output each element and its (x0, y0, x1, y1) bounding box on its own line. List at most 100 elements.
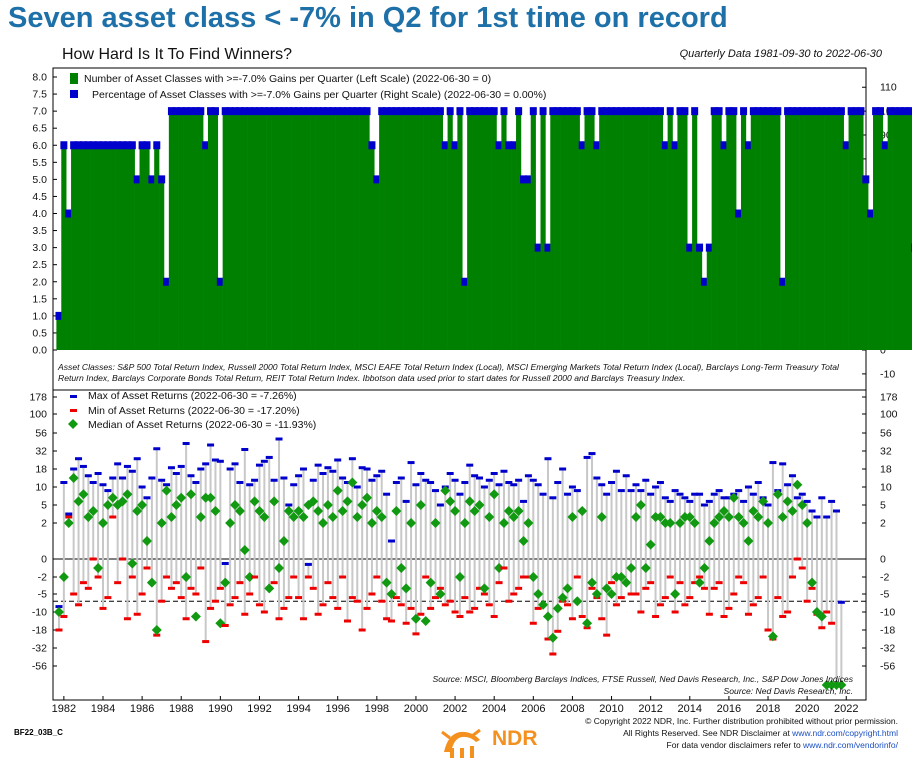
max-marker (598, 483, 606, 487)
min-marker (114, 581, 122, 585)
copyright-line: © Copyright 2022 NDR, Inc. Further distr… (585, 716, 898, 726)
min-marker (334, 606, 342, 610)
max-marker (241, 448, 249, 451)
median-marker (230, 500, 241, 510)
bottom-right-label: -32 (880, 643, 895, 655)
min-marker (221, 624, 229, 627)
percent-marker (407, 107, 415, 116)
median-marker (73, 496, 84, 507)
percent-marker (740, 107, 748, 116)
percent-marker (803, 107, 811, 116)
min-marker (573, 575, 581, 579)
percent-marker (852, 107, 860, 116)
count-bar (599, 111, 605, 350)
percent-marker (647, 107, 655, 116)
vendor-link[interactable]: www.ndr.com/vendorinfo/ (803, 740, 898, 750)
median-marker (93, 563, 104, 573)
copyright-link[interactable]: www.ndr.com/copyright.html (792, 728, 898, 738)
min-marker (603, 633, 611, 637)
left-axis-label: 7.5 (32, 89, 47, 101)
x-axis-label: 1990 (208, 703, 232, 715)
median-marker (205, 492, 216, 503)
max-marker (99, 483, 107, 487)
chart-title: How Hard Is It To Find Winners? (62, 46, 293, 63)
median-marker (283, 506, 294, 516)
vendor-line: For data vendor disclaimers refer to www… (585, 739, 899, 751)
max-marker (798, 492, 806, 496)
max-marker (568, 485, 576, 489)
min-marker (167, 586, 175, 590)
median-marker (772, 489, 783, 500)
median-marker (274, 563, 285, 573)
median-marker (161, 485, 172, 496)
count-bar (828, 111, 835, 350)
percent-marker (681, 107, 689, 116)
percent-marker (769, 107, 777, 116)
percent-marker (246, 107, 254, 116)
min-marker (172, 581, 180, 585)
max-marker (299, 467, 307, 471)
count-bar (418, 111, 424, 350)
count-bar (486, 111, 492, 350)
count-bar (579, 145, 585, 350)
left-axis-label: 0.0 (32, 345, 47, 357)
left-axis-label: 1.0 (32, 310, 47, 322)
max-marker (740, 499, 748, 503)
min-marker (436, 586, 444, 590)
percent-marker (564, 107, 572, 116)
count-bar (633, 111, 639, 350)
max-marker (275, 437, 283, 441)
median-marker (132, 506, 143, 516)
percent-marker (55, 311, 63, 320)
count-bar (833, 111, 840, 350)
count-bar (413, 111, 419, 350)
count-bar (183, 111, 189, 350)
count-bar (442, 145, 448, 350)
median-marker (347, 477, 358, 488)
count-bar (359, 111, 365, 350)
count-bar (212, 111, 219, 350)
min-marker (608, 581, 616, 585)
median-marker (723, 512, 734, 522)
median-marker (181, 572, 192, 582)
median-marker (376, 512, 387, 522)
percent-marker (828, 107, 836, 116)
median-marker (430, 518, 441, 528)
min-marker (720, 615, 728, 618)
max-marker (818, 496, 826, 500)
count-bar (388, 111, 395, 350)
percent-marker (480, 107, 488, 116)
percent-marker (216, 277, 224, 286)
median-marker (626, 563, 637, 573)
max-marker (588, 452, 596, 456)
percent-marker (339, 107, 347, 116)
bottom-right-label: 100 (880, 409, 898, 421)
max-marker (119, 476, 127, 480)
percent-marker (529, 107, 537, 116)
count-bar (775, 111, 781, 350)
max-marker (505, 481, 513, 484)
count-bar (652, 111, 659, 350)
percent-marker (123, 141, 131, 150)
count-bar (163, 281, 170, 350)
count-bar (501, 111, 507, 350)
median-marker (450, 506, 461, 516)
max-marker (793, 496, 801, 500)
min-marker (510, 592, 518, 596)
median-marker (767, 631, 778, 642)
min-marker (656, 603, 664, 607)
median-marker (362, 492, 373, 503)
x-axis-label: 2022 (834, 703, 858, 715)
max-marker (520, 499, 528, 503)
right-axis-label: 90 (880, 130, 892, 142)
count-bar (584, 111, 590, 350)
min-marker (387, 619, 395, 623)
copyright-block: © Copyright 2022 NDR, Inc. Further distr… (585, 715, 898, 751)
percent-marker (896, 107, 904, 116)
percent-marker (143, 141, 151, 150)
median-marker (567, 512, 578, 522)
min-marker (163, 575, 171, 579)
count-bar (740, 111, 747, 350)
max-marker (544, 457, 552, 461)
percent-marker (260, 107, 268, 116)
